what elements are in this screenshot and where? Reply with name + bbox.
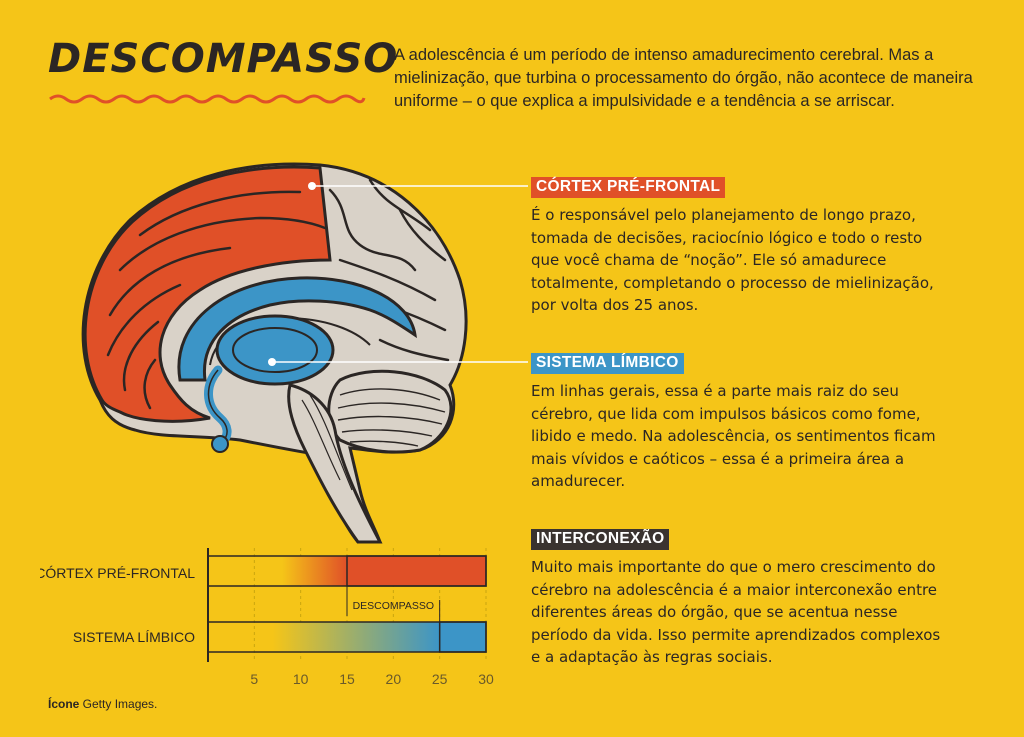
bar-mature-0	[346, 555, 487, 587]
x-tick-label: 5	[250, 671, 258, 687]
section-interconexao: INTERCONEXÃO Muito mais importante do qu…	[531, 528, 951, 669]
x-tick-label: 25	[432, 671, 448, 687]
section-limbico: SISTEMA LÍMBICO Em linhas gerais, essa é…	[531, 352, 951, 493]
interconexao-label: INTERCONEXÃO	[531, 529, 670, 550]
bar-gradient-0	[282, 556, 347, 586]
limbico-text: Em linhas gerais, essa é a parte mais ra…	[531, 382, 936, 490]
x-tick-label: 30	[478, 671, 494, 687]
brainstem	[287, 383, 383, 544]
x-tick-label: 20	[386, 671, 402, 687]
cortex-label: CÓRTEX PRÉ-FRONTAL	[531, 177, 726, 198]
bar-gradient-1	[272, 622, 440, 652]
cerebellum	[327, 369, 453, 454]
cortex-pointer-dot	[308, 182, 316, 190]
limbico-label: SISTEMA LÍMBICO	[531, 353, 684, 374]
x-tick-label: 10	[293, 671, 309, 687]
bar-mature-1	[438, 621, 487, 653]
limbic-pointer-dot	[268, 358, 276, 366]
category-label-cortex: CÓRTEX PRÉ-FRONTAL	[40, 565, 195, 581]
cortex-text: É o responsável pelo planejamento de lon…	[531, 206, 934, 314]
maturation-chart: CÓRTEX PRÉ-FRONTAL SISTEMA LÍMBICO 5 10 15…	[40, 548, 494, 687]
x-tick-label: 15	[339, 671, 355, 687]
wavy-underline	[49, 94, 366, 104]
brain-illustration	[81, 162, 468, 544]
interconexao-text: Muito mais importante do que o mero cres…	[531, 558, 941, 666]
image-credit: Ícone Getty Images.	[48, 697, 158, 711]
page-title: DESCOMPASSO	[48, 36, 399, 82]
section-cortex: CÓRTEX PRÉ-FRONTAL É o responsável pelo …	[531, 176, 951, 317]
category-label-limbico: SISTEMA LÍMBICO	[73, 629, 195, 645]
limbic-arch	[177, 276, 417, 382]
limbic-center	[215, 314, 335, 386]
intro-text: A adolescência é um período de intenso a…	[394, 46, 973, 110]
descompasso-annotation: DESCOMPASSO	[353, 600, 435, 612]
